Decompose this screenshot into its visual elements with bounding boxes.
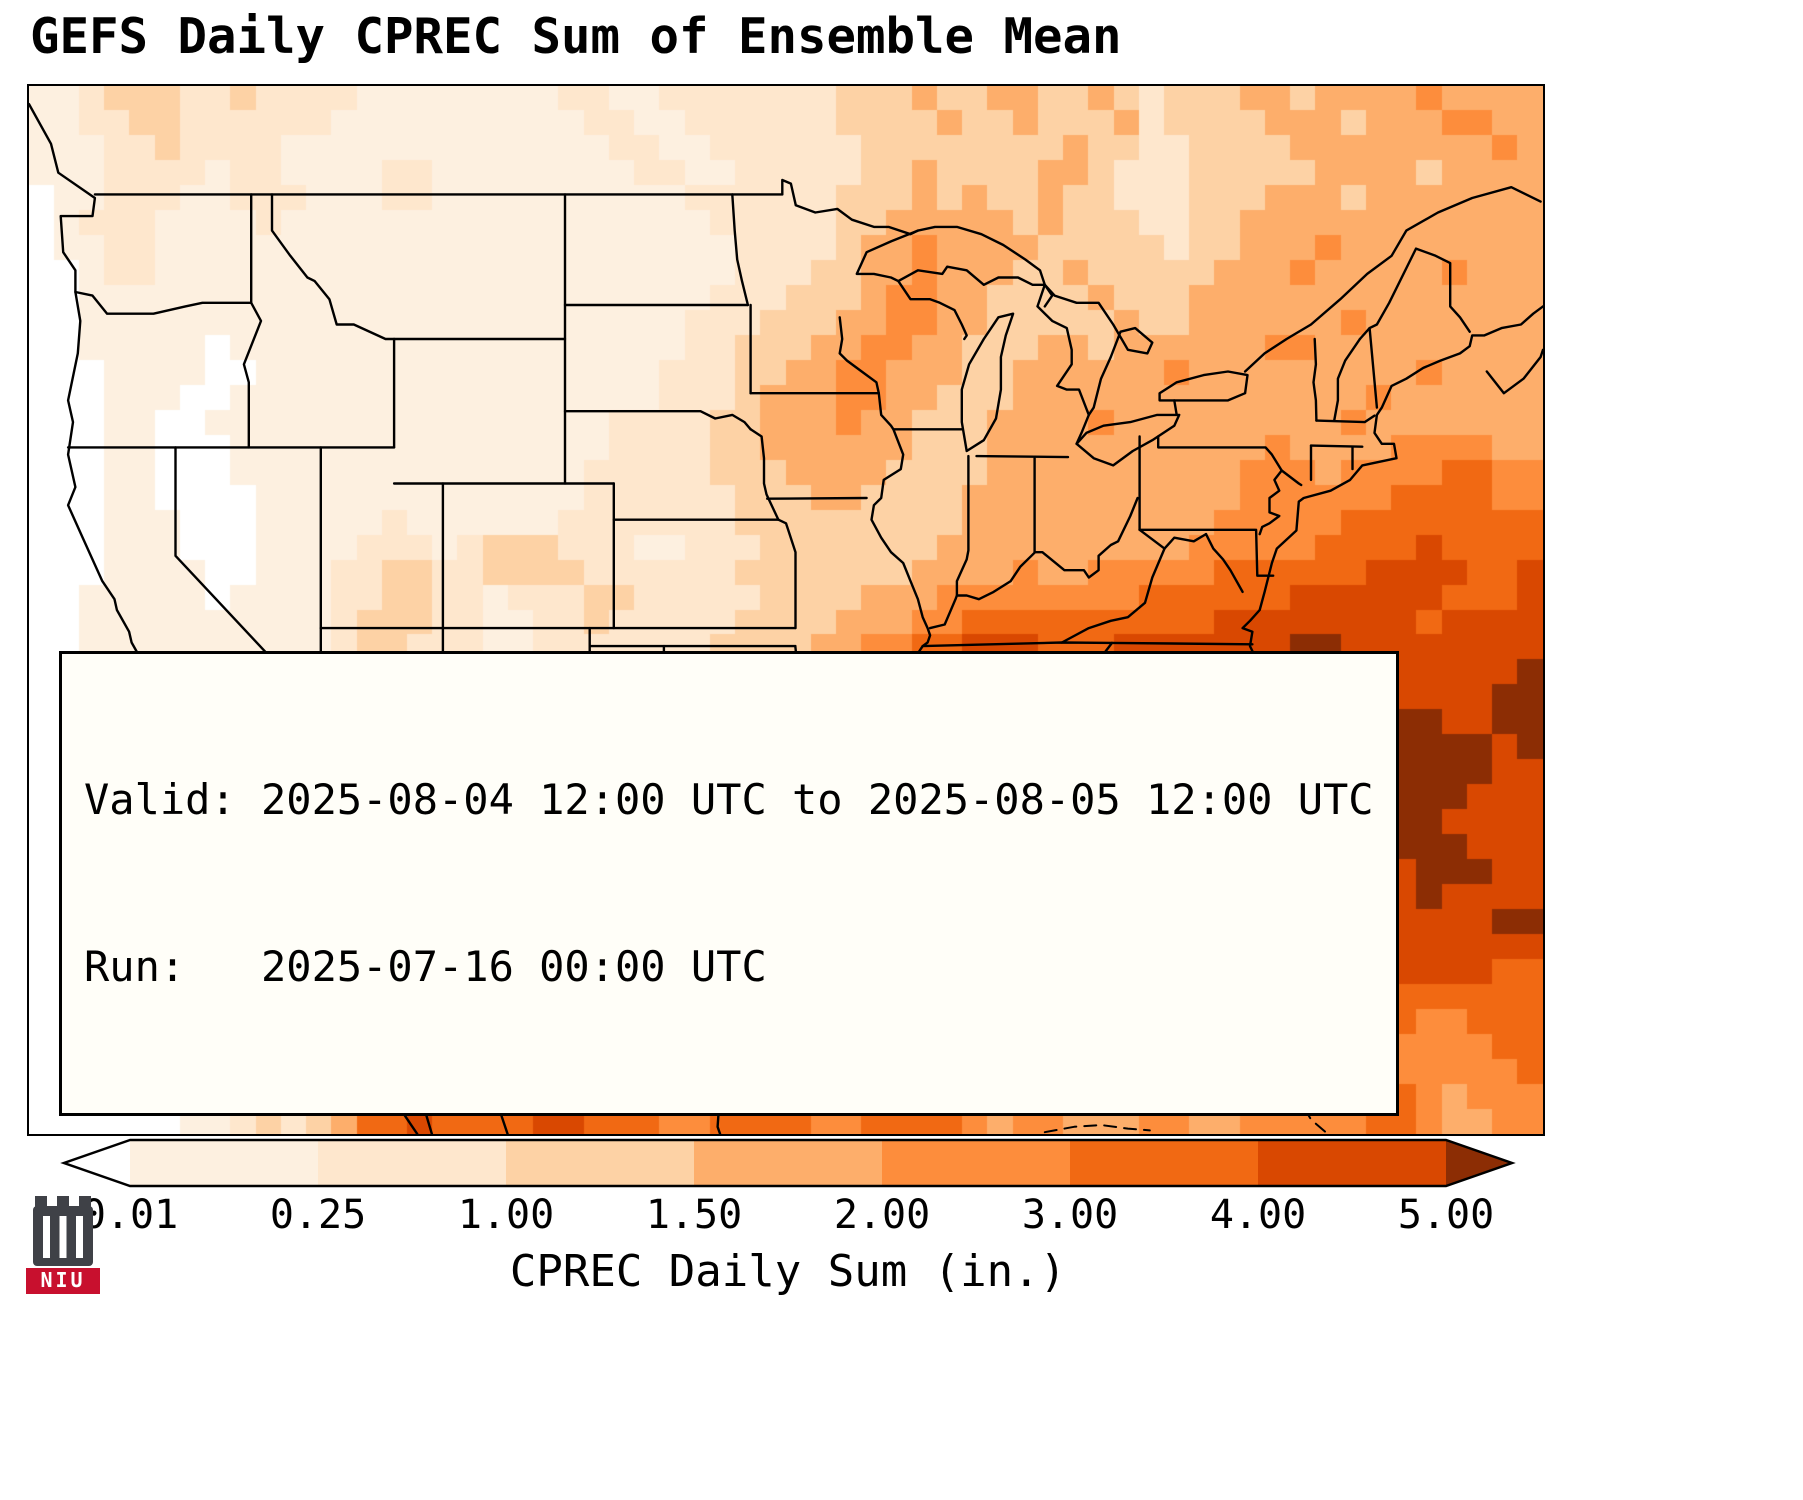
- niu-wordmark: NIU: [40, 1268, 85, 1292]
- niu-red-band: [26, 1268, 100, 1294]
- colorbar-tick-label: 4.00: [1209, 1192, 1307, 1238]
- niu-castle-icon: NIU: [26, 1196, 100, 1294]
- colorbar-tick-label: 2.00: [833, 1192, 931, 1238]
- colorbar-ticks: 0.01 0.25 1.00 1.50 2.00 3.00 4.00 5.00: [0, 1192, 1803, 1242]
- colorbar: [60, 1138, 1516, 1188]
- colorbar-tick-label: 0.25: [269, 1192, 367, 1238]
- colorbar-tick-label: 1.00: [457, 1192, 555, 1238]
- figure-title: GEFS Daily CPREC Sum of Ensemble Mean: [30, 8, 1122, 65]
- colorbar-tick-label: 3.00: [1021, 1192, 1119, 1238]
- colorbar-tick-label: 5.00: [1397, 1192, 1495, 1238]
- valid-run-box: Valid: 2025-08-04 12:00 UTC to 2025-08-0…: [59, 650, 1399, 1116]
- colorbar-label: CPREC Daily Sum (in.): [509, 1246, 1067, 1297]
- map-panel: Valid: 2025-08-04 12:00 UTC to 2025-08-0…: [27, 84, 1545, 1136]
- run-line: Run: 2025-07-16 00:00 UTC: [84, 941, 767, 991]
- colorbar-tick-label: 1.50: [645, 1192, 743, 1238]
- niu-logo: NIU: [26, 1180, 100, 1294]
- colorbar-tick-label: 0.01: [81, 1192, 179, 1238]
- valid-line: Valid: 2025-08-04 12:00 UTC to 2025-08-0…: [84, 775, 1374, 825]
